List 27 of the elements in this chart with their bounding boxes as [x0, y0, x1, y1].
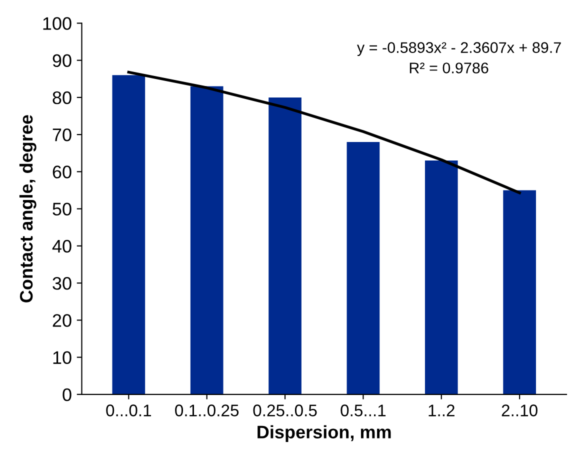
x-tick-label: 0...0.1 — [106, 404, 152, 416]
annotation: y = -0.5893x² - 2.3607x + 89.7 — [357, 42, 561, 56]
y-tick-label: 10 — [53, 351, 72, 364]
x-tick-label: 0.1..0.25 — [175, 404, 239, 416]
y-tick-label: 70 — [52, 128, 72, 142]
y-tick-label: 30 — [52, 276, 72, 290]
x-tick-label: 0.5...1 — [340, 404, 386, 416]
y-tick-label: 50 — [52, 202, 72, 216]
bar — [112, 75, 146, 394]
y-tick-label: 0 — [62, 388, 72, 402]
x-tick-label: 1..2 — [428, 404, 454, 416]
annotation: R² = 0.9786 — [410, 62, 488, 74]
x-tick-label: 2..10 — [502, 404, 538, 416]
bar — [424, 160, 458, 394]
y-tick-label: 40 — [52, 240, 72, 253]
bar — [268, 97, 302, 394]
bar — [190, 86, 224, 394]
y-axis-title: Contact angle, degree — [19, 115, 36, 302]
y-tick-label: 80 — [52, 91, 72, 104]
x-tick-label: 0.25..0.5 — [253, 404, 317, 416]
y-tick-label: 20 — [52, 314, 72, 327]
y-tick-label: 100 — [43, 17, 72, 30]
y-tick-label: 90 — [52, 54, 72, 68]
y-tick-label: 60 — [52, 166, 72, 178]
bar — [346, 142, 380, 394]
x-axis-title: Dispersion, mm — [258, 425, 391, 442]
bar — [503, 190, 536, 394]
